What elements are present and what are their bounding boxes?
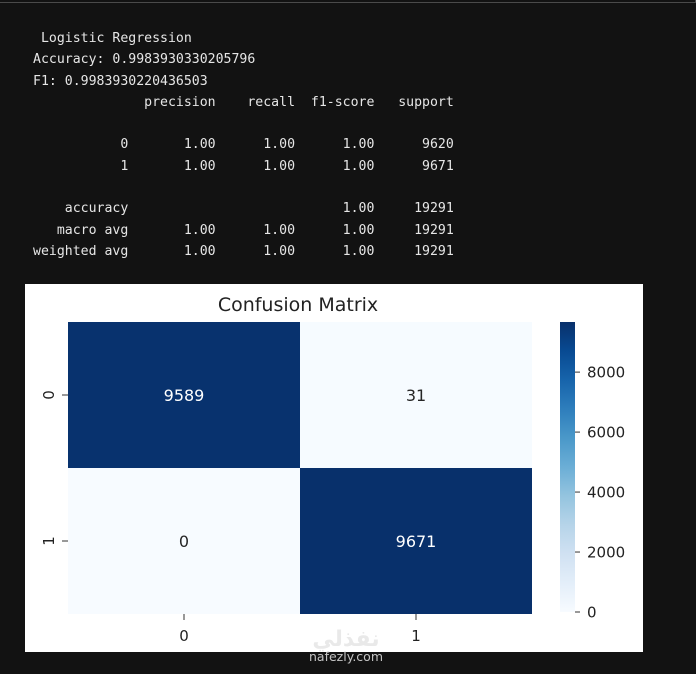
console-line [33, 177, 454, 198]
colorbar-tick-label: 2000 [587, 544, 625, 562]
heatmap-cell [68, 468, 300, 614]
heatmap-cell [68, 322, 300, 468]
watermark-site: nafezly.com [309, 649, 383, 664]
console-line: F1: 0.9983930220436503 [33, 73, 208, 89]
x-tick-label: 0 [179, 627, 189, 645]
console-line: precision recall f1-score support [33, 94, 454, 110]
top-border [0, 0, 696, 3]
colorbar-tick-label: 0 [587, 604, 597, 622]
console-line: Accuracy: 0.9983930330205796 [33, 52, 256, 68]
cell-value-label: 31 [406, 386, 426, 405]
y-tick-label: 1 [40, 536, 58, 546]
colorbar-tick-label: 6000 [587, 424, 625, 442]
console-line: accuracy 1.00 19291 [33, 201, 454, 217]
cell-value-label: 9671 [396, 532, 437, 551]
confusion-matrix-figure: Confusion Matrix 9589 31 0 9671 0 1 0 1 0 2000 4… [25, 284, 643, 652]
y-tick-label: 0 [40, 390, 58, 400]
console-line: 1 1.00 1.00 1.00 9671 [33, 158, 454, 174]
colorbar [560, 322, 575, 612]
console-line: macro avg 1.00 1.00 1.00 19291 [33, 222, 454, 238]
colorbar-tick-label: 8000 [587, 364, 625, 382]
heatmap-cell [300, 468, 532, 614]
chart-title: Confusion Matrix [218, 294, 378, 316]
console-line: weighted avg 1.00 1.00 1.00 19291 [33, 243, 454, 259]
heatmap-cell [300, 322, 532, 468]
console-line [33, 113, 454, 134]
colorbar-tick-label: 4000 [587, 484, 625, 502]
x-tick-label: 1 [411, 627, 421, 645]
confusion-matrix-svg: Confusion Matrix 9589 31 0 9671 0 1 0 1 0 2000 4… [40, 294, 625, 645]
console-line: 0 1.00 1.00 1.00 9620 [33, 137, 454, 153]
console-line: Logistic Regression [33, 31, 192, 46]
cell-value-label: 9589 [164, 386, 205, 405]
cell-value-label: 0 [179, 532, 189, 551]
console-output: Logistic Regression Accuracy: 0.998393033… [33, 28, 454, 262]
